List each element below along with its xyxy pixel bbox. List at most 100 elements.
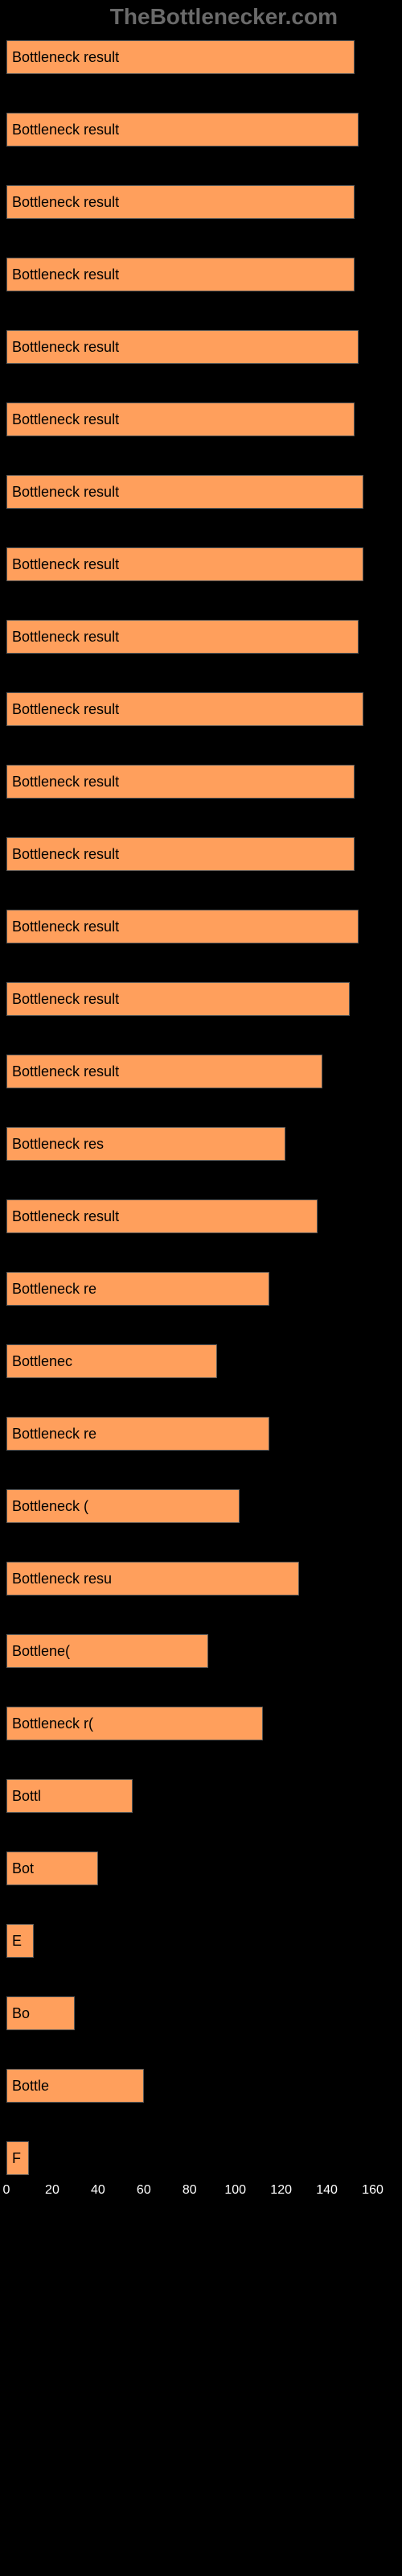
bar-row: Bottleneck result xyxy=(6,620,396,654)
bar-row: Bottlene( xyxy=(6,1634,396,1668)
bar-row: Bottleneck result xyxy=(6,402,396,436)
x-axis-tick: 0 xyxy=(3,2183,10,2198)
bar: F xyxy=(6,2141,29,2175)
bar-row: Bottlenec xyxy=(6,1344,396,1378)
x-axis-tick: 60 xyxy=(137,2183,151,2198)
bar-row: Bottleneck result xyxy=(6,113,396,147)
bar-label: Bottleneck result xyxy=(12,122,119,138)
bar: Bottleneck r( xyxy=(6,1707,263,1740)
bar: Bottleneck result xyxy=(6,765,355,799)
x-axis-tick: 100 xyxy=(224,2183,246,2198)
bar-label: Bottleneck result xyxy=(12,339,119,356)
bar-row: Bottl xyxy=(6,1779,396,1813)
bar-label: Bottleneck result xyxy=(12,49,119,66)
bar-row: F xyxy=(6,2141,396,2175)
bar-row: Bottleneck result xyxy=(6,475,396,509)
bar: Bottleneck result xyxy=(6,185,355,219)
bar: Bottleneck result xyxy=(6,402,355,436)
bar: Bottleneck result xyxy=(6,113,359,147)
bar-row: Bottleneck re xyxy=(6,1417,396,1451)
bar-row: Bottleneck re xyxy=(6,1272,396,1306)
bar: Bottleneck result xyxy=(6,547,363,581)
bar-row: Bottleneck result xyxy=(6,692,396,726)
bar-row: Bottleneck result xyxy=(6,982,396,1016)
bar-label: Bottleneck result xyxy=(12,846,119,863)
watermark-text: TheBottlenecker.com xyxy=(110,4,338,30)
bar: Bottleneck result xyxy=(6,1199,318,1233)
bar-label: Bottlene( xyxy=(12,1643,70,1660)
bar-label: Bottl xyxy=(12,1788,41,1805)
bar-row: Bottleneck result xyxy=(6,330,396,364)
bar-row: Bottleneck result xyxy=(6,910,396,943)
bar: Bottleneck re xyxy=(6,1417,269,1451)
bar-row: Bottleneck ( xyxy=(6,1489,396,1523)
bar-label: Bottleneck res xyxy=(12,1136,104,1153)
x-axis-tick: 80 xyxy=(183,2183,197,2198)
x-axis-tick: 140 xyxy=(316,2183,338,2198)
bar-row: Bottleneck result xyxy=(6,40,396,74)
bar: Bottleneck result xyxy=(6,692,363,726)
x-axis-tick: 120 xyxy=(270,2183,292,2198)
bar-label: Bottleneck r( xyxy=(12,1715,93,1732)
bar-label: Bottleneck result xyxy=(12,991,119,1008)
bar: Bottlenec xyxy=(6,1344,217,1378)
bar-label: Bottle xyxy=(12,2078,49,2095)
bar: Bottl xyxy=(6,1779,133,1813)
bar-label: F xyxy=(12,2150,21,2167)
bar: Bottleneck ( xyxy=(6,1489,240,1523)
bar-row: Bottleneck r( xyxy=(6,1707,396,1740)
bar-label: Bottleneck result xyxy=(12,484,119,501)
bar: Bottleneck re xyxy=(6,1272,269,1306)
bar-label: E xyxy=(12,1933,22,1950)
bar: Bottleneck result xyxy=(6,910,359,943)
bar-label: Bottleneck result xyxy=(12,774,119,791)
bar-label: Bot xyxy=(12,1860,34,1877)
bar-label: Bottleneck re xyxy=(12,1426,96,1443)
bar-row: Bot xyxy=(6,1852,396,1885)
bar-row: Bottleneck result xyxy=(6,547,396,581)
bar-row: Bottleneck result xyxy=(6,1199,396,1233)
x-axis-tick: 160 xyxy=(362,2183,384,2198)
bar-label: Bottleneck result xyxy=(12,629,119,646)
bar-row: Bottleneck result xyxy=(6,1055,396,1088)
x-axis-tick: 20 xyxy=(45,2183,59,2198)
bar-label: Bottleneck result xyxy=(12,556,119,573)
bar-label: Bottleneck result xyxy=(12,1063,119,1080)
bar-label: Bottleneck result xyxy=(12,194,119,211)
bar-label: Bottleneck result xyxy=(12,266,119,283)
bar-row: Bottleneck result xyxy=(6,837,396,871)
bar: Bottleneck result xyxy=(6,837,355,871)
bar: E xyxy=(6,1924,34,1958)
bar-label: Bo xyxy=(12,2005,30,2022)
x-axis-tick: 40 xyxy=(91,2183,105,2198)
bar-row: E xyxy=(6,1924,396,1958)
bar: Bottleneck result xyxy=(6,475,363,509)
bar: Bottlene( xyxy=(6,1634,208,1668)
bar: Bottleneck result xyxy=(6,982,350,1016)
bar-label: Bottlenec xyxy=(12,1353,72,1370)
bar-label: Bottleneck resu xyxy=(12,1571,112,1587)
bottleneck-bar-chart: Bottleneck result Bottleneck result Bottle… xyxy=(6,40,396,2214)
bar: Bottleneck resu xyxy=(6,1562,299,1596)
bar-row: Bottleneck result xyxy=(6,185,396,219)
bar: Bottleneck result xyxy=(6,330,359,364)
bar-label: Bottleneck result xyxy=(12,1208,119,1225)
bar: Bottle xyxy=(6,2069,144,2103)
bar: Bottleneck result xyxy=(6,258,355,291)
bar-row: Bottle xyxy=(6,2069,396,2103)
bar: Bottleneck result xyxy=(6,620,359,654)
bar: Bottleneck res xyxy=(6,1127,285,1161)
bar: Bot xyxy=(6,1852,98,1885)
bar-row: Bo xyxy=(6,1996,396,2030)
bar-row: Bottleneck result xyxy=(6,258,396,291)
bar-row: Bottleneck resu xyxy=(6,1562,396,1596)
bar-label: Bottleneck result xyxy=(12,411,119,428)
bar-label: Bottleneck result xyxy=(12,919,119,935)
bar-row: Bottleneck res xyxy=(6,1127,396,1161)
bar-row: Bottleneck result xyxy=(6,765,396,799)
bar-label: Bottleneck result xyxy=(12,701,119,718)
x-axis: 020406080100120140160 xyxy=(6,2183,396,2184)
bar-label: Bottleneck re xyxy=(12,1281,96,1298)
bar-label: Bottleneck ( xyxy=(12,1498,88,1515)
bar: Bottleneck result xyxy=(6,1055,322,1088)
